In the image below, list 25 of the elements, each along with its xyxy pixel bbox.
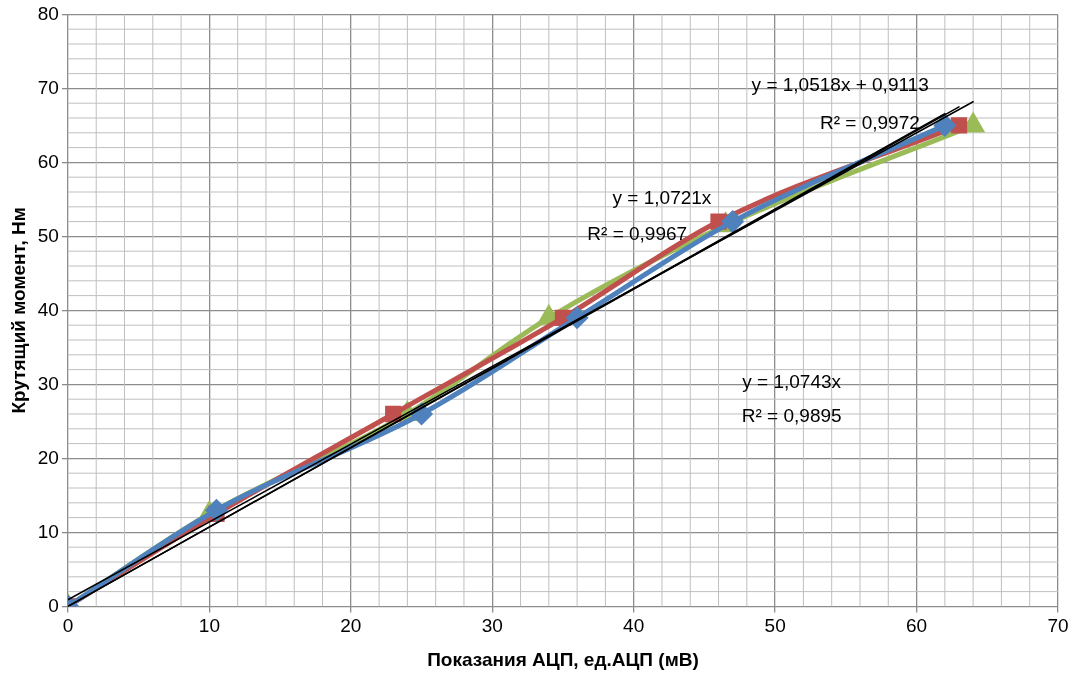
x-tick-label: 20 <box>340 615 362 637</box>
annotation: y = 1,0721x <box>612 187 712 209</box>
y-tick-label: 80 <box>37 2 59 24</box>
x-tick-label: 50 <box>764 615 786 637</box>
annotation: y = 1,0518x + 0,9113 <box>751 73 929 95</box>
x-tick-label: 10 <box>198 615 220 637</box>
annotation: R² = 0,9967 <box>587 222 688 244</box>
y-tick-label: 70 <box>37 76 59 98</box>
x-tick-label: 70 <box>1047 615 1069 637</box>
y-tick-label: 0 <box>48 594 59 616</box>
x-tick-label: 60 <box>905 615 928 637</box>
y-tick-label: 20 <box>37 446 59 468</box>
annotation: R² = 0,9972 <box>819 112 920 134</box>
y-axis-title: Крутящий момент, Нм <box>7 207 29 414</box>
x-tick-label: 40 <box>623 615 645 637</box>
y-tick-label: 30 <box>37 372 59 394</box>
y-tick-label: 50 <box>37 224 59 246</box>
y-tick-label: 10 <box>37 520 59 542</box>
x-tick-label: 0 <box>62 615 74 637</box>
annotation: y = 1,0743x <box>742 371 842 393</box>
x-tick-label: 30 <box>481 615 503 637</box>
annotation: R² = 0,9895 <box>741 404 842 426</box>
y-tick-label: 40 <box>37 298 59 320</box>
x-axis-title: Показания АЦП, ед.АЦП (мВ) <box>427 648 699 670</box>
y-tick-label: 60 <box>37 150 59 172</box>
